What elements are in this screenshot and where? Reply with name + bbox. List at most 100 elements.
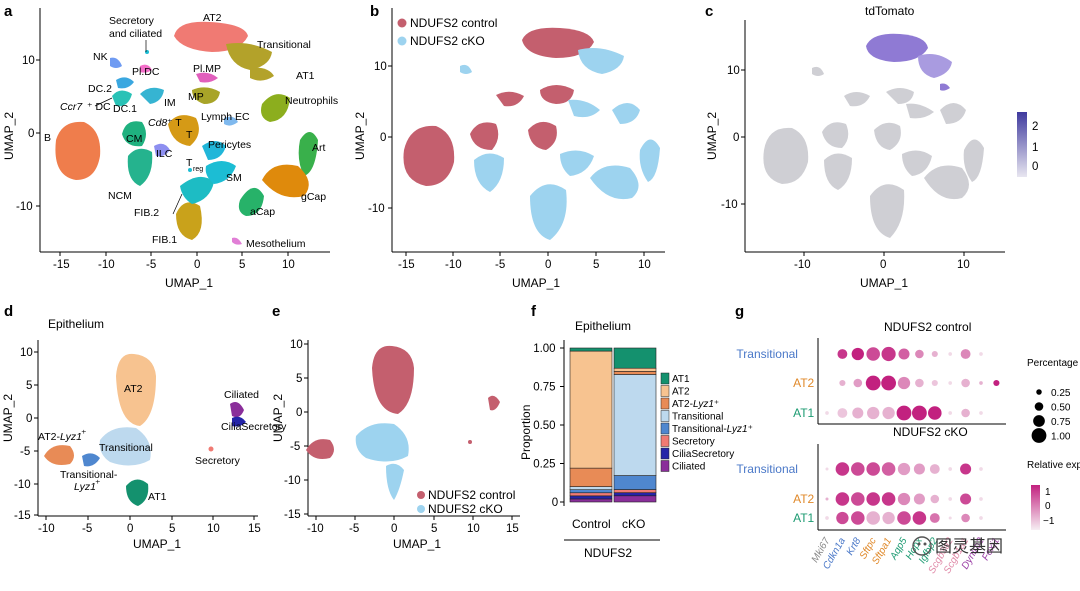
- x-axis-label: UMAP_1: [512, 276, 560, 290]
- y-tick: 10: [22, 55, 35, 67]
- cluster-label: Pl.DC: [132, 66, 160, 78]
- legend-swatch: [660, 372, 670, 385]
- bar-segment: [613, 492, 657, 497]
- x-tick: 10: [467, 523, 480, 535]
- x-tick: 5: [431, 523, 437, 535]
- colorbar-tick: 2: [1032, 121, 1038, 133]
- x-tick: -5: [495, 259, 505, 271]
- dot: [948, 411, 953, 415]
- x-tick: 0: [391, 523, 397, 535]
- legend-label: AT2-Lyz1⁺: [672, 399, 719, 410]
- cluster-label: Art: [312, 142, 326, 154]
- bar-segment: [569, 498, 613, 503]
- cluster-transitional: [226, 43, 272, 70]
- y-tick: 0: [733, 132, 739, 144]
- row-label: AT1: [793, 406, 814, 420]
- panel-e: e -10 -5 0 5 10 15 10 5 0 -5 -10 -15 UMA…: [271, 303, 520, 551]
- cluster-label: NCM: [108, 190, 132, 202]
- group-title: NDUFS2 cKO: [893, 425, 968, 439]
- cluster-at2: [116, 353, 156, 426]
- legend-swatch: [417, 491, 425, 499]
- cluster-label: B: [44, 132, 51, 144]
- cluster-label: reg: [193, 166, 203, 173]
- bar-segment: [613, 489, 657, 493]
- legend-swatch: [417, 505, 425, 513]
- legend-swatch: [660, 410, 670, 422]
- a-cluster-labels: AT2 Transitional AT1 Neutrophils Art gCa…: [44, 12, 338, 250]
- dot: [979, 467, 983, 471]
- e-umap-cells: [306, 345, 500, 500]
- dot: [852, 407, 864, 419]
- cluster-label: IM: [164, 97, 176, 109]
- dot: [837, 408, 848, 418]
- dot: [960, 349, 971, 359]
- group-title: NDUFS2 control: [884, 320, 971, 334]
- legend-label: Transitional: [672, 412, 723, 423]
- x-tick: -5: [146, 259, 156, 271]
- y-tick: 0: [380, 132, 386, 144]
- cluster-lymph-ec: [224, 116, 238, 126]
- watermark-text: 图灵基因: [935, 537, 1003, 557]
- cluster-label: Mesothelium: [246, 238, 306, 250]
- d-cluster-labels: AT2 Ciliated CiliaSecretory AT2- Lyz1 ⁺ …: [38, 383, 287, 503]
- x-tick: 10: [638, 259, 651, 271]
- cluster-mp: [192, 87, 220, 104]
- dot: [993, 379, 1000, 387]
- panel-c: c tdTomato -10 0 10 10 0 -10 UMAP_1 UMAP…: [705, 3, 1038, 290]
- bar-segment: [569, 495, 613, 500]
- dot: [979, 381, 983, 385]
- e-legend: NDUFS2 control NDUFS2 cKO: [417, 488, 515, 516]
- y-axis-label: UMAP_2: [1, 394, 15, 442]
- cluster-label: gCap: [301, 191, 326, 203]
- y-tick: -10: [16, 201, 33, 213]
- c-yticks: 10 0 -10: [721, 65, 745, 211]
- x-axis-label: UMAP_1: [393, 537, 441, 551]
- x-tick: -10: [794, 259, 811, 271]
- x-tick: 5: [169, 523, 175, 535]
- legend-label: Secretory: [672, 437, 715, 448]
- cluster-im: [140, 87, 164, 104]
- row-label: Transitional: [736, 462, 798, 476]
- panel-letter: a: [4, 3, 13, 20]
- dot: [913, 463, 925, 475]
- cluster-label: AT1: [296, 70, 315, 82]
- cluster-label: Lyz1: [74, 481, 96, 493]
- panel-letter: d: [4, 303, 13, 320]
- dot: [979, 497, 983, 501]
- bar-segment: [569, 489, 613, 494]
- cluster-label: ⁺ T: [167, 117, 182, 129]
- dot: [866, 492, 880, 506]
- cluster-cm: [122, 121, 146, 147]
- y-tick: -10: [368, 203, 385, 215]
- dot: [837, 349, 848, 359]
- dot: [948, 352, 953, 356]
- f-xlabels: Control cKO: [572, 517, 645, 531]
- legend-label: Ciliated: [672, 462, 705, 473]
- cluster-label: DC.2: [88, 83, 112, 95]
- a-yticks: 10 0 -10: [16, 55, 40, 213]
- a-xticks: -15 -10 -5 0 5 10: [53, 252, 295, 271]
- dot: [851, 347, 864, 361]
- panel-letter: c: [705, 3, 713, 20]
- y-tick: -15: [284, 509, 301, 521]
- c-umap-cells: [763, 33, 984, 238]
- c-xticks: -10 0 10: [794, 252, 970, 271]
- cluster-label: and ciliated: [109, 28, 162, 40]
- cluster-ciliasecretory: [232, 416, 246, 427]
- legend-swatch: [660, 435, 670, 447]
- x-tick: -15: [53, 259, 70, 271]
- cluster-gcap: [262, 164, 309, 198]
- cluster-label: NK: [93, 51, 108, 63]
- bar-segment: [613, 475, 657, 490]
- dot: [881, 375, 896, 391]
- dot: [835, 492, 850, 506]
- panel-letter: g: [735, 303, 744, 320]
- x-tick: 0: [880, 259, 886, 271]
- panel-f: f Epithelium 0 0.25 0.50 0.75 1.00 Proportio…: [519, 303, 753, 560]
- cluster-nk: [110, 57, 122, 68]
- cluster-label: aCap: [250, 206, 275, 218]
- legend-label: NDUFS2 cKO: [410, 34, 485, 48]
- cluster-mesothelium: [232, 237, 242, 245]
- dot: [825, 411, 829, 415]
